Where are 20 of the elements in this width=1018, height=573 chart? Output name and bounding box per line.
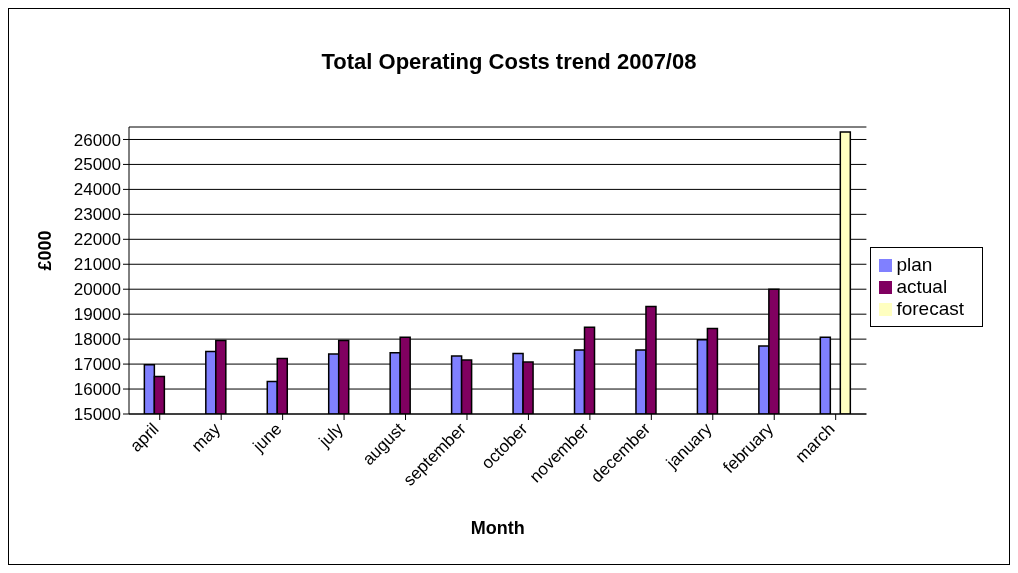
y-axis-title: £000: [35, 230, 56, 271]
x-tick-label: july: [314, 419, 348, 452]
legend-label: forecast: [896, 297, 964, 319]
y-tick-label: 23000: [73, 205, 121, 225]
y-tick-label: 22000: [73, 230, 121, 250]
x-axis-title: Month: [470, 518, 525, 538]
legend-label: plan: [896, 253, 933, 275]
y-tick-label: 25000: [73, 155, 121, 175]
legend-label: actual: [896, 275, 948, 297]
y-tick-label: 18000: [73, 330, 121, 350]
y-tick-label: 19000: [73, 305, 121, 325]
y-tick-label: 15000: [73, 405, 121, 425]
y-tick-label: 21000: [73, 255, 121, 275]
y-tick-label: 17000: [73, 355, 121, 375]
chart-title: Total Operating Costs trend 2007/08: [320, 49, 698, 75]
y-tick-label: 16000: [73, 380, 121, 400]
y-tick-label: 20000: [73, 280, 121, 300]
y-tick-label: 26000: [73, 130, 121, 150]
x-tick-label: may: [187, 419, 225, 456]
y-tick-label: 24000: [73, 180, 121, 200]
